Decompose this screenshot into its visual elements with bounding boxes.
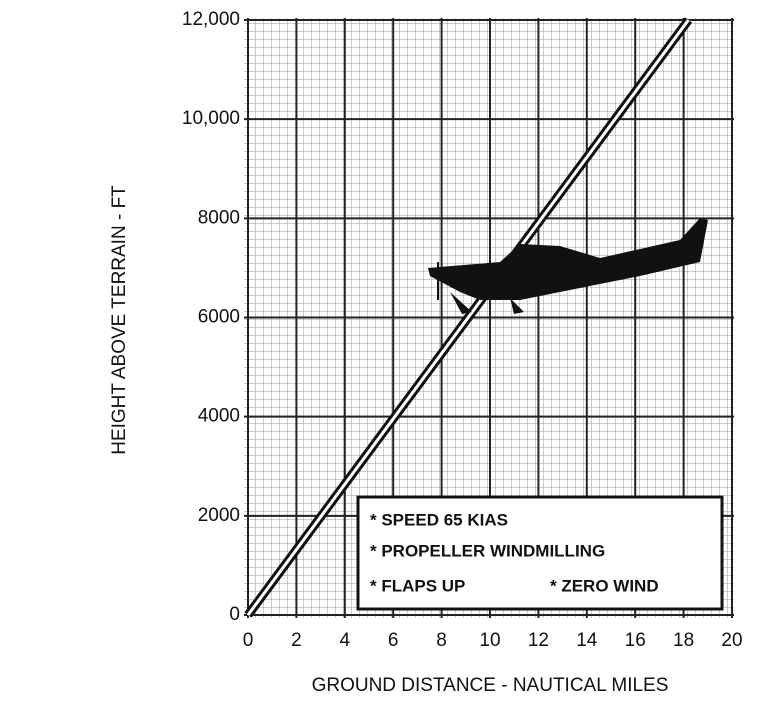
- y-axis-label: HEIGHT ABOVE TERRAIN - FT: [109, 185, 130, 455]
- x-tick-label: 20: [721, 630, 742, 651]
- x-tick-label: 2: [291, 630, 302, 651]
- legend-box: [356, 495, 724, 611]
- x-tick-label: 8: [436, 630, 447, 651]
- x-tick-label: 6: [388, 630, 399, 651]
- marks: [244, 17, 693, 618]
- y-tick-label: 2000: [198, 505, 240, 526]
- y-tick-label: 10,000: [182, 108, 240, 129]
- x-tick-label: 0: [243, 630, 254, 651]
- note: * ZERO WIND: [550, 576, 659, 595]
- x-tick-label: 10: [479, 630, 500, 651]
- y-tick-label: 12,000: [182, 9, 240, 30]
- x-tick-label: 12: [528, 630, 549, 651]
- x-tick-label: 18: [673, 630, 694, 651]
- x-axis-label: GROUND DISTANCE - NAUTICAL MILES: [312, 675, 669, 696]
- y-tick-label: 4000: [198, 406, 240, 427]
- note: * FLAPS UP: [370, 576, 465, 595]
- airplane-silhouette: [428, 218, 708, 314]
- glide-line-core: [246, 19, 690, 616]
- x-tick-label: 4: [340, 630, 351, 651]
- y-tick-label: 6000: [198, 307, 240, 328]
- x-tick-label: 16: [625, 630, 646, 651]
- note: * PROPELLER WINDMILLING: [370, 541, 605, 560]
- note: * SPEED 65 KIAS: [370, 510, 508, 529]
- x-tick-label: 14: [576, 630, 598, 651]
- y-tick-label: 0: [229, 604, 240, 625]
- y-tick-label: 8000: [198, 207, 240, 228]
